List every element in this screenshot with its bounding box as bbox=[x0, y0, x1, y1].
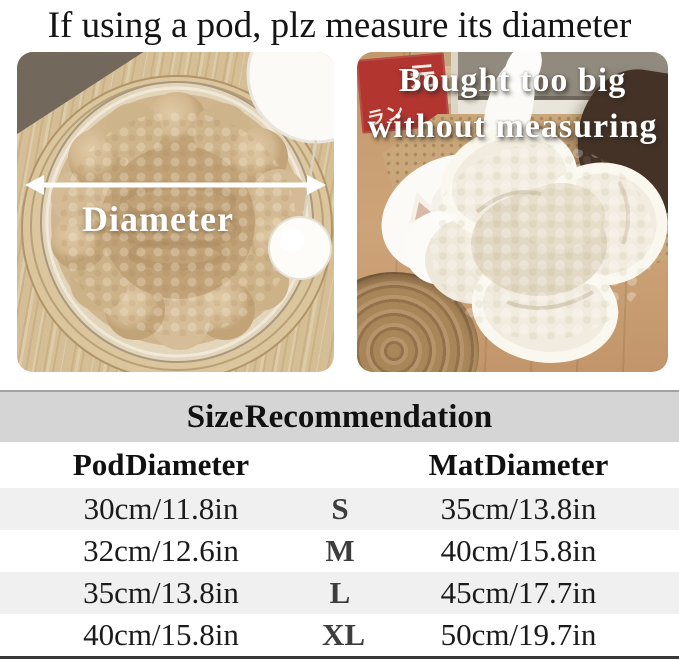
table-body: 30cm/11.8in S 35cm/13.8in 32cm/12.6in M … bbox=[0, 488, 679, 656]
oversized-knit-mat bbox=[425, 125, 668, 363]
header-mat-diameter: Mat Diameter bbox=[428, 447, 609, 482]
pod-value: 30cm/11.8in bbox=[83, 491, 239, 526]
table-row: 32cm/12.6in M 40cm/15.8in bbox=[0, 530, 679, 572]
table-header-row: Pod Diameter Mat Diameter bbox=[0, 442, 679, 488]
header-pod-diameter: Pod Diameter bbox=[72, 447, 250, 482]
cat-oversized-mat-photo: 元 ラン bbox=[357, 52, 668, 372]
pom-pom-toy bbox=[246, 52, 334, 280]
mat-value: 45cm/17.7in bbox=[440, 575, 597, 610]
size-value: M bbox=[325, 533, 355, 568]
mat-value: 50cm/19.7in bbox=[440, 617, 597, 652]
pod-value: 35cm/13.8in bbox=[83, 575, 239, 610]
size-recommendation-table: Size Recommendation Pod Diameter Mat Dia… bbox=[0, 390, 679, 659]
mat-value: 35cm/13.8in bbox=[440, 491, 597, 526]
caption-line-2: without measuring bbox=[367, 108, 658, 145]
size-value: L bbox=[329, 575, 351, 610]
table-row: 35cm/13.8in L 45cm/17.7in bbox=[0, 572, 679, 614]
photo-strip: Diameter 元 ラン bbox=[17, 52, 679, 372]
table-row: 40cm/15.8in XL 50cm/19.7in bbox=[0, 614, 679, 656]
cat-and-knit-illustration bbox=[381, 52, 668, 363]
mat-value: 40cm/15.8in bbox=[440, 533, 597, 568]
diameter-label: Diameter bbox=[82, 199, 234, 239]
knit-bed-illustration bbox=[21, 52, 334, 372]
pod-value: 40cm/15.8in bbox=[83, 617, 239, 652]
size-value: S bbox=[331, 491, 349, 526]
page-title: If using a pod, plz measure its diameter bbox=[47, 5, 632, 46]
diameter-arrow bbox=[25, 175, 326, 195]
table-bottom-border bbox=[0, 656, 679, 659]
size-value: XL bbox=[322, 617, 366, 652]
table-title: Size Recommendation bbox=[0, 390, 679, 442]
caption-line-1: Bought too big bbox=[398, 62, 627, 99]
pod-diameter-photo: Diameter bbox=[17, 52, 334, 372]
pod-value: 32cm/12.6in bbox=[83, 533, 239, 568]
table-row: 30cm/11.8in S 35cm/13.8in bbox=[0, 488, 679, 530]
